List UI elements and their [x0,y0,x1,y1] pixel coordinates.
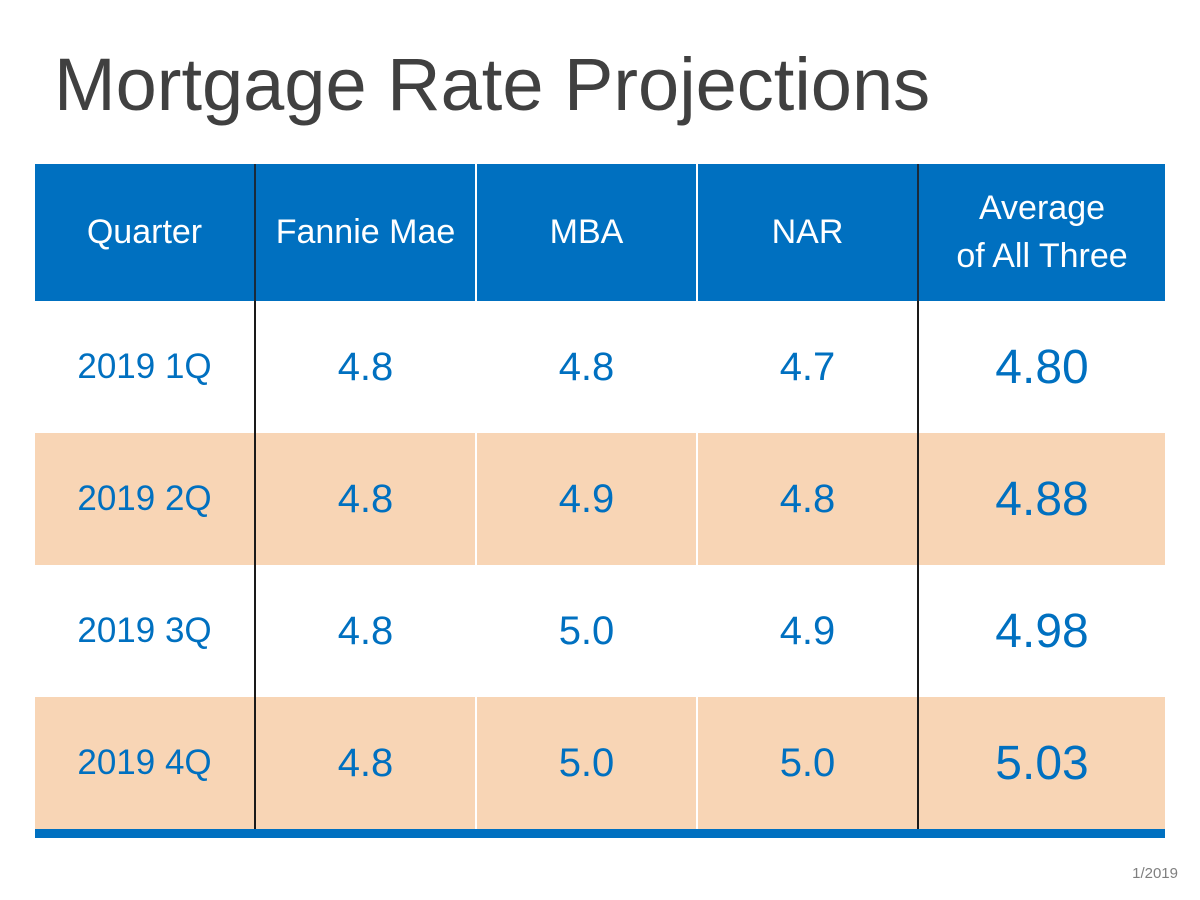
average-value: 4.80 [995,340,1089,394]
mba-cell: 5.0 [477,697,698,829]
nar-value: 4.7 [779,344,836,389]
mba-value: 5.0 [558,608,615,653]
header-label: Fannie Mae [275,212,456,251]
quarter-cell: 2019 4Q [35,697,256,829]
table-bottom-border [35,829,1165,838]
table-row: 2019 2Q 4.8 4.9 4.8 4.88 [35,433,1165,565]
fannie-mae-cell: 4.8 [256,301,477,433]
nar-cell: 4.7 [698,301,919,433]
quarter-cell: 2019 2Q [35,433,256,565]
average-cell: 4.98 [919,565,1165,697]
header-cell-fannie-mae: Fannie Mae [256,164,477,301]
fannie-mae-cell: 4.8 [256,433,477,565]
nar-cell: 4.9 [698,565,919,697]
mba-value: 5.0 [558,740,615,785]
header-label: MBA [549,212,624,251]
mba-value: 4.9 [558,476,615,521]
nar-cell: 5.0 [698,697,919,829]
quarter-cell: 2019 1Q [35,301,256,433]
fannie-mae-value: 4.8 [337,608,394,653]
quarter-label: 2019 4Q [77,743,212,782]
header-cell-average: Average of All Three [919,164,1165,301]
average-cell: 5.03 [919,697,1165,829]
fannie-mae-value: 4.8 [337,476,394,521]
header-label: NAR [771,212,844,251]
average-value: 5.03 [995,736,1089,790]
quarter-label: 2019 2Q [77,479,212,518]
table-row: 2019 3Q 4.8 5.0 4.9 4.98 [35,565,1165,697]
nar-value: 4.9 [779,608,836,653]
fannie-mae-cell: 4.8 [256,565,477,697]
mba-cell: 4.9 [477,433,698,565]
date-footnote: 1/2019 [1132,865,1178,882]
average-value: 4.88 [995,472,1089,526]
page-title: Mortgage Rate Projections [54,43,931,126]
header-cell-nar: NAR [698,164,919,301]
header-label: Average of All Three [956,188,1128,275]
average-cell: 4.88 [919,433,1165,565]
header-cell-mba: MBA [477,164,698,301]
quarter-cell: 2019 3Q [35,565,256,697]
average-value: 4.98 [995,604,1089,658]
fannie-mae-cell: 4.8 [256,697,477,829]
fannie-mae-value: 4.8 [337,344,394,389]
nar-value: 5.0 [779,740,836,785]
average-cell: 4.80 [919,301,1165,433]
mba-value: 4.8 [558,344,615,389]
mba-cell: 4.8 [477,301,698,433]
table-row: 2019 4Q 4.8 5.0 5.0 5.03 [35,697,1165,829]
quarter-label: 2019 3Q [77,611,212,650]
quarter-label: 2019 1Q [77,347,212,386]
nar-value: 4.8 [779,476,836,521]
nar-cell: 4.8 [698,433,919,565]
table-row: 2019 1Q 4.8 4.8 4.7 4.80 [35,301,1165,433]
fannie-mae-value: 4.8 [337,740,394,785]
mba-cell: 5.0 [477,565,698,697]
header-label: Quarter [86,212,203,251]
header-cell-quarter: Quarter [35,164,256,301]
table-header-row: Quarter Fannie Mae MBA NAR Average of Al… [35,164,1165,301]
rate-table: Quarter Fannie Mae MBA NAR Average of Al… [35,164,1165,838]
